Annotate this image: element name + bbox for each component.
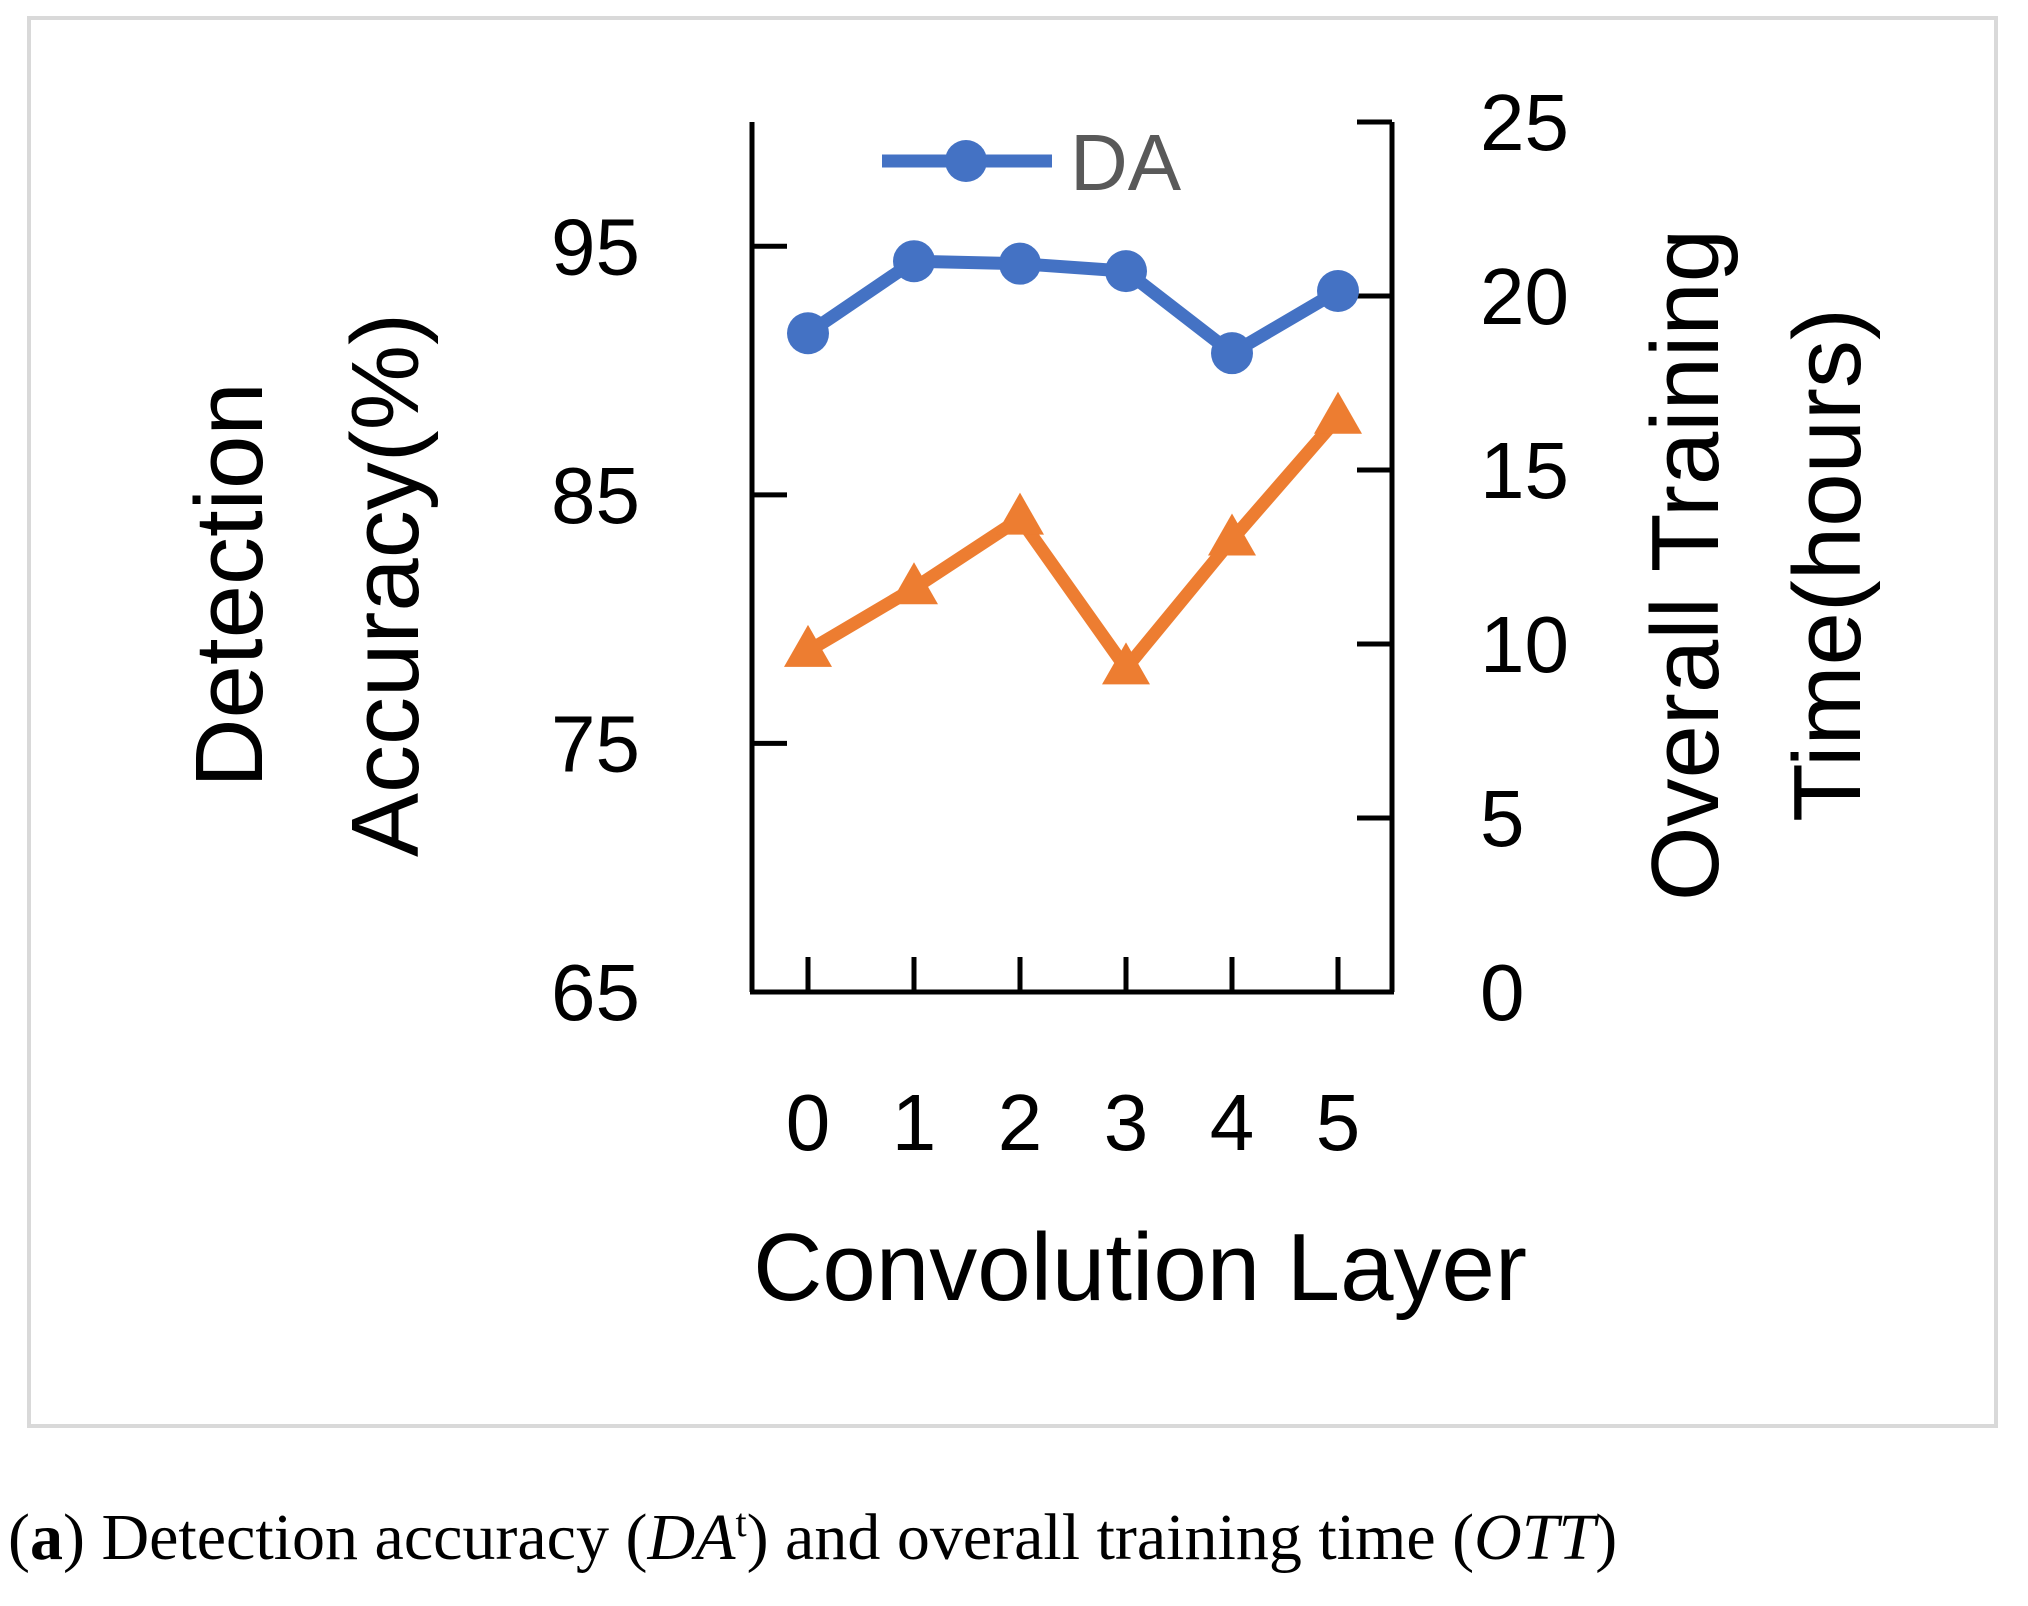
- data-point-ott-5: [1314, 391, 1362, 434]
- series-line-da: [804, 254, 1342, 360]
- caption-text-1: Detection accuracy (: [84, 1501, 648, 1574]
- caption-math-da: DA: [647, 1501, 736, 1574]
- right-y-tick-label-5: 5: [1480, 774, 1525, 863]
- right-y-tick-label-0: 0: [1480, 948, 1525, 1037]
- right-y-axis-title-line-2: Time(hours): [1774, 308, 1881, 822]
- left-y-axis-title-line-2: Accuracy(%): [332, 313, 439, 857]
- left-y-tick-label-75: 75: [551, 699, 640, 788]
- data-point-da-4: [1211, 332, 1253, 375]
- x-tick-label-1: 1: [892, 1078, 937, 1167]
- data-point-ott-4: [1208, 513, 1256, 556]
- data-point-ott-0: [784, 624, 832, 667]
- x-tick-label-4: 4: [1210, 1078, 1255, 1167]
- right-y-axis-title-line-1: Overall Training: [1632, 229, 1739, 901]
- data-point-da-0: [787, 312, 829, 355]
- caption-text-2: ) and overall training time (: [746, 1501, 1475, 1574]
- caption-math-ott: OTT: [1474, 1501, 1596, 1574]
- series-line-ott: [804, 413, 1343, 675]
- data-point-ott-2: [996, 492, 1044, 535]
- caption-text-3: ): [1595, 1501, 1618, 1574]
- x-tick-label-5: 5: [1316, 1078, 1361, 1167]
- data-point-da-1: [893, 240, 935, 283]
- left-y-tick-label-65: 65: [551, 948, 640, 1037]
- legend-marker-da: [945, 140, 987, 182]
- data-point-ott-1: [890, 562, 938, 605]
- right-y-tick-label-10: 10: [1480, 600, 1569, 689]
- right-y-tick-label-25: 25: [1480, 78, 1569, 167]
- data-point-ott-3: [1102, 642, 1150, 685]
- x-tick-label-3: 3: [1104, 1078, 1149, 1167]
- figure-caption: (a) Detection accuracy (DAt) and overall…: [8, 1500, 1618, 1574]
- data-point-da-3: [1105, 250, 1147, 293]
- caption-sup-t: t: [735, 1500, 747, 1545]
- left-y-tick-label-85: 85: [551, 451, 640, 540]
- left-y-axis-title-line-1: Detection: [176, 382, 283, 788]
- left-y-tick-label-95: 95: [551, 202, 640, 291]
- x-tick-label-0: 0: [786, 1078, 831, 1167]
- x-axis-title: Convolution Layer: [753, 1214, 1527, 1321]
- x-tick-label-2: 2: [998, 1078, 1043, 1167]
- legend-label-da: DA: [1070, 118, 1182, 207]
- right-y-tick-label-15: 15: [1480, 426, 1569, 515]
- data-point-da-5: [1317, 270, 1359, 313]
- data-point-da-2: [999, 242, 1041, 285]
- caption-label: a: [29, 1501, 63, 1574]
- right-y-tick-label-20: 20: [1480, 252, 1569, 341]
